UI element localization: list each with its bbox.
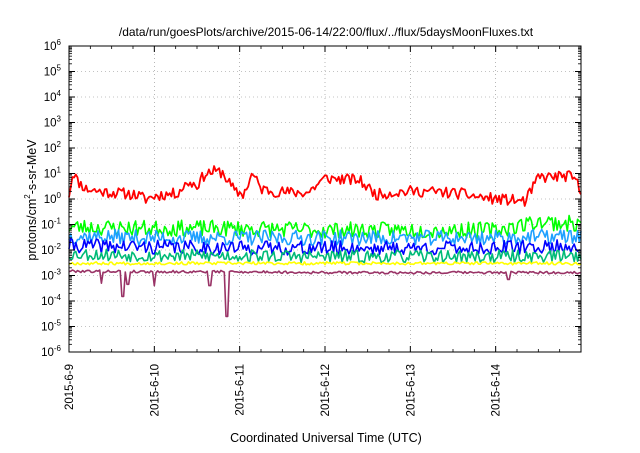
y-axis-label: protons/cm2-s-sr-MeV xyxy=(23,139,39,261)
y-tick-label: 102 xyxy=(44,140,62,155)
x-tick-label: 2015-6-11 xyxy=(235,364,247,416)
chart-title: /data/run/goesPlots/archive/2015-06-14/2… xyxy=(119,25,534,39)
y-tick-label: 10-6 xyxy=(41,344,61,359)
y-tick-label: 10-3 xyxy=(41,268,61,283)
series-line-4 xyxy=(68,237,582,256)
series-line-3 xyxy=(68,228,582,246)
y-tick-label: 101 xyxy=(44,166,62,181)
series-line-2 xyxy=(68,214,582,239)
y-tick-label: 10-5 xyxy=(41,319,61,334)
series-line-5 xyxy=(68,248,582,264)
y-tick-label: 105 xyxy=(44,64,62,79)
x-tick-label: 2015-6-12 xyxy=(320,364,332,416)
x-tick-label: 2015-6-9 xyxy=(64,364,76,410)
series-group xyxy=(68,165,582,318)
x-tick-label: 2015-6-10 xyxy=(149,364,161,416)
y-tick-label: 103 xyxy=(44,115,62,130)
svg-text:protons/cm2-s-sr-MeV: protons/cm2-s-sr-MeV xyxy=(23,139,39,261)
x-tick-label: 2015-6-14 xyxy=(491,363,503,416)
y-tick-label: 104 xyxy=(44,89,62,104)
y-axis-label-tail: -s-sr-MeV xyxy=(25,139,39,195)
y-tick-label: 10-4 xyxy=(41,293,61,308)
axis-ticks: 10-6 10-5 10-4 10-3 10-2 10-1 100 101 102 103 104 1… xyxy=(41,38,581,416)
series-line-1 xyxy=(68,165,582,207)
y-axis-label-sup: 2 xyxy=(23,194,32,199)
y-tick-label: 100 xyxy=(44,191,62,206)
y-tick-label: 10-2 xyxy=(41,242,61,257)
y-axis-label-main: protons/cm xyxy=(25,199,39,261)
grid xyxy=(69,46,581,352)
x-axis-label: Coordinated Universal Time (UTC) xyxy=(230,431,422,445)
series-line-6 xyxy=(68,260,582,266)
x-tick-label: 2015-6-13 xyxy=(405,364,417,416)
y-tick-label: 106 xyxy=(44,38,62,53)
y-tick-label: 10-1 xyxy=(41,217,61,232)
series-line-7 xyxy=(68,269,582,318)
